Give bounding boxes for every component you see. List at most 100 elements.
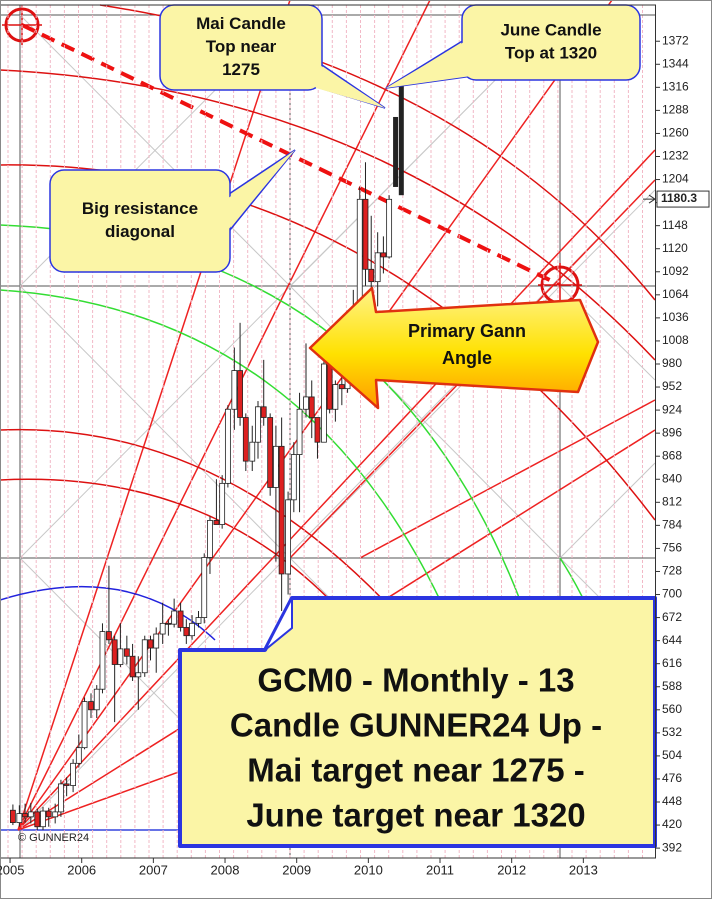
y-tick-label: 924 <box>662 402 682 416</box>
candle-body <box>321 363 327 443</box>
candle-body <box>267 417 274 488</box>
price-pointer <box>643 194 656 204</box>
candle-body <box>45 810 52 818</box>
candle-body <box>260 406 267 418</box>
y-tick-label: 1344 <box>662 56 689 70</box>
candle-body <box>93 688 100 711</box>
price-box <box>656 190 710 208</box>
candle-body <box>278 445 285 575</box>
candle-body <box>159 622 166 635</box>
candle-body <box>314 417 321 443</box>
candle-body <box>117 648 124 665</box>
y-tick-label: 1204 <box>662 172 689 186</box>
candle-body <box>303 396 309 410</box>
x-tick-label: 2009 <box>282 862 311 877</box>
y-tick-label: 896 <box>662 425 682 439</box>
candle-body <box>52 811 59 818</box>
candle-body <box>135 672 142 678</box>
callout-text: Mai Candle <box>196 14 286 33</box>
y-tick-label: 1148 <box>662 218 688 232</box>
candle-body <box>332 384 339 410</box>
gann-arrow <box>308 286 600 410</box>
headline-text: GCM0 - Monthly - 13 <box>257 662 574 699</box>
candle-body <box>380 252 387 258</box>
candle-body <box>75 747 82 764</box>
arrow-text: Angle <box>442 348 492 368</box>
candle-body <box>237 370 243 418</box>
y-tick-label: 756 <box>662 541 682 555</box>
callout-text: Top near <box>206 37 277 56</box>
y-tick-label: 1092 <box>662 264 689 278</box>
candle-body <box>224 408 231 484</box>
y-tick-label: 588 <box>662 679 682 693</box>
y-tick-label: 644 <box>662 633 682 647</box>
x-tick-label: 2008 <box>211 862 240 877</box>
annotations: Mai Candle Top near 1275 June Candle Top at … <box>49 4 657 848</box>
candle-body <box>362 198 369 270</box>
y-tick-label: 672 <box>662 610 682 624</box>
gann-arc-blue <box>0 585 216 641</box>
y-tick-label: 952 <box>662 379 682 393</box>
candle-body <box>22 813 28 818</box>
headline-text: Mai target near 1275 - <box>247 752 584 789</box>
projection-bar <box>393 116 399 187</box>
y-tick-label: 1036 <box>662 310 689 324</box>
candle-body <box>386 198 393 258</box>
x-tick-label: 2007 <box>139 862 168 877</box>
callout-pointer-fill <box>300 52 385 108</box>
projection-bar <box>398 84 404 196</box>
y-tick-label: 1372 <box>662 33 689 47</box>
candle-body <box>213 520 220 525</box>
y-tick-label: 1288 <box>662 103 689 117</box>
arrow-text: Primary Gann <box>408 321 526 341</box>
y-tick-label: 728 <box>662 564 682 578</box>
candle-body <box>99 631 106 690</box>
callout-text: diagonal <box>105 222 175 241</box>
candle-body <box>249 441 256 462</box>
callout-pointer-fill <box>220 150 295 230</box>
x-tick-label: 2013 <box>569 862 598 877</box>
y-tick-label: 1008 <box>662 333 689 347</box>
callout-text: Big resistance <box>82 199 198 218</box>
candle-body <box>153 633 160 649</box>
candle-body <box>63 783 70 786</box>
y-tick-label: 1064 <box>662 287 689 301</box>
candle-body <box>88 701 94 711</box>
x-tick-label: 2010 <box>354 862 383 877</box>
y-tick-label: 840 <box>662 471 682 485</box>
y-tick-label: 784 <box>662 518 682 532</box>
y-tick-label: 392 <box>662 840 682 854</box>
y-tick-label: 532 <box>662 725 682 739</box>
candle-body <box>273 445 279 488</box>
y-tick-label: 560 <box>662 702 682 716</box>
candles <box>9 84 404 831</box>
candle-body <box>285 499 291 575</box>
candle-body <box>123 648 130 657</box>
candle-body <box>242 417 249 462</box>
candle-body <box>40 810 46 828</box>
candle-body <box>165 622 172 625</box>
y-tick-label: 868 <box>662 448 682 462</box>
callout-pointer-fill <box>386 42 478 88</box>
headline-text: June target near 1320 <box>246 797 585 834</box>
y-tick-label: 420 <box>662 817 682 831</box>
candle-body <box>368 268 375 283</box>
candle-body <box>34 811 41 828</box>
candle-body <box>16 813 23 823</box>
candle-body <box>9 809 16 823</box>
candle-body <box>129 655 136 678</box>
candle-body <box>177 610 184 628</box>
y-tick-label: 700 <box>662 587 682 601</box>
candle-body <box>189 622 195 637</box>
y-tick-label: 1120 <box>662 241 688 255</box>
candle-body <box>255 406 261 443</box>
headline-text: Candle GUNNER24 Up - <box>230 707 602 744</box>
x-tick-label: 2012 <box>497 862 526 877</box>
candle-body <box>27 811 34 818</box>
last-price-label: 1180.3 <box>661 191 697 205</box>
callout-text: 1275 <box>222 60 260 79</box>
candle-body <box>171 610 178 625</box>
